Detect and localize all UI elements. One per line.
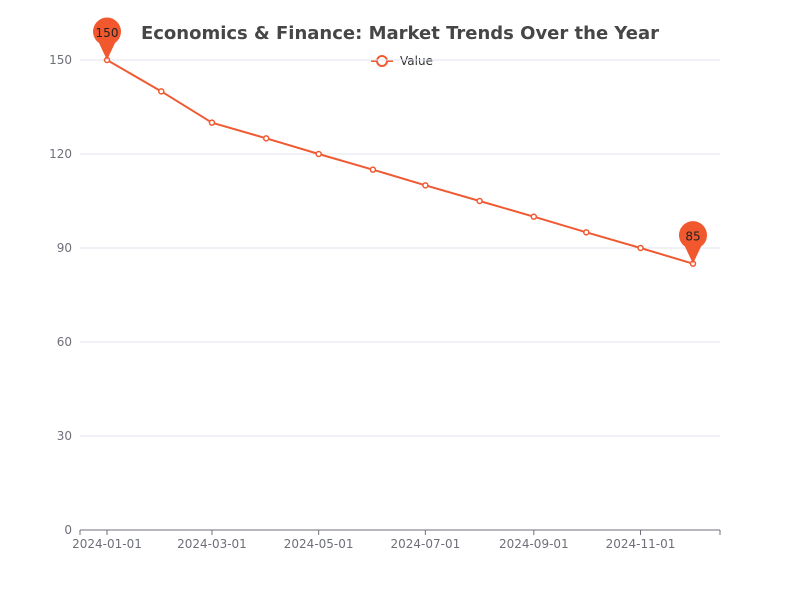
x-tick-label: 2024-03-01 xyxy=(177,537,247,551)
y-tick-label: 90 xyxy=(57,241,72,255)
data-point[interactable] xyxy=(208,119,216,126)
mark-points: 150 85 xyxy=(93,17,707,264)
pin-label: 150 xyxy=(96,26,119,40)
y-tick-label: 120 xyxy=(49,147,72,161)
series-line xyxy=(106,59,694,265)
y-tick-label: 60 xyxy=(57,335,72,349)
chart-title: Economics & Finance: Market Trends Over … xyxy=(141,23,659,44)
y-tick-label: 0 xyxy=(64,523,72,537)
legend-circle-icon xyxy=(376,55,388,67)
y-tick-label: 150 xyxy=(49,53,72,67)
x-tick-label: 2024-11-01 xyxy=(606,537,676,551)
pin-icon xyxy=(679,221,707,264)
x-tick-label: 2024-09-01 xyxy=(499,537,569,551)
x-axis: 2024-01-01 2024-03-01 2024-05-01 2024-07-01… xyxy=(72,529,721,551)
pin-label: 85 xyxy=(685,230,700,244)
data-point[interactable] xyxy=(315,150,322,158)
series-value xyxy=(103,56,697,267)
pin-icon xyxy=(93,17,121,60)
y-tick-label: 30 xyxy=(57,429,72,443)
data-point[interactable] xyxy=(262,135,270,142)
data-point[interactable] xyxy=(583,229,590,236)
legend[interactable]: Value xyxy=(371,54,433,68)
grid-lines xyxy=(80,59,720,437)
pin-marker-min: 85 xyxy=(679,221,707,264)
data-point[interactable] xyxy=(369,166,377,173)
data-point[interactable] xyxy=(637,244,644,252)
pin-marker-max: 150 xyxy=(93,17,121,60)
data-point[interactable] xyxy=(422,182,429,189)
legend-label: Value xyxy=(400,54,433,68)
data-point[interactable] xyxy=(530,213,538,220)
y-axis: 0 30 60 90 120 150 xyxy=(49,53,72,537)
data-point[interactable] xyxy=(157,88,165,95)
x-tick-label: 2024-01-01 xyxy=(72,537,142,551)
data-point[interactable] xyxy=(476,197,483,205)
x-tick-label: 2024-05-01 xyxy=(284,537,354,551)
x-tick-label: 2024-07-01 xyxy=(390,537,460,551)
